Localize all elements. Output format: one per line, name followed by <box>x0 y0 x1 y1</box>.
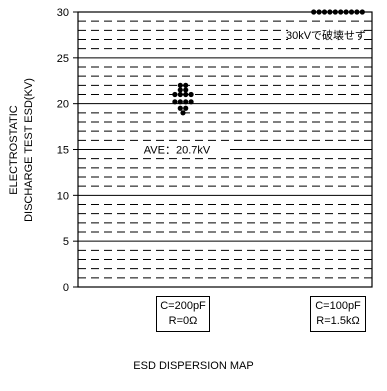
y-tick-label: 0 <box>63 282 69 294</box>
data-point <box>338 9 344 15</box>
data-point <box>343 9 349 15</box>
no-failure-label: 30kVで破壊せず <box>286 28 366 42</box>
y-axis-label: ELECTROSTATIC DISCHARGE TEST ESD(KV) <box>1 60 41 240</box>
data-point <box>354 9 360 15</box>
category-box-1: C=200pF R=0Ω <box>156 296 210 332</box>
data-point <box>177 87 183 93</box>
data-point <box>177 82 183 88</box>
data-point <box>188 91 194 98</box>
data-point <box>183 91 189 98</box>
data-point <box>183 87 189 93</box>
y-tick-label: 30 <box>57 7 69 19</box>
data-point <box>180 110 186 116</box>
data-point <box>332 9 338 15</box>
category-2-line-1: C=100pF <box>315 300 361 312</box>
data-point <box>311 9 317 15</box>
data-point <box>172 99 178 105</box>
data-point <box>177 99 183 105</box>
y-tick-label: 5 <box>63 236 69 248</box>
data-point <box>177 105 183 111</box>
y-tick-label: 15 <box>57 145 69 157</box>
y-axis-label-line-2: DISCHARGE TEST ESD(KV) <box>23 78 35 222</box>
category-1-line-2: R=0Ω <box>168 315 198 327</box>
data-point <box>359 9 365 15</box>
chart-caption: ESD DISPERSION MAP <box>133 360 254 372</box>
data-point <box>177 91 183 98</box>
no-failure-label-bg <box>288 27 364 42</box>
category-box-2: C=100pF R=1.5kΩ <box>310 296 366 332</box>
data-point <box>183 82 189 88</box>
data-point <box>321 9 328 15</box>
y-tick-label: 10 <box>57 190 69 202</box>
data-point <box>183 99 189 105</box>
data-point <box>327 9 333 15</box>
category-2-line-2: R=1.5kΩ <box>316 315 360 327</box>
y-tick-label: 20 <box>57 99 69 111</box>
data-point <box>188 99 194 105</box>
data-point <box>348 9 355 15</box>
data-point <box>316 9 322 15</box>
average-label: AVE：20.7kV <box>144 145 211 157</box>
average-label-bg <box>124 142 230 157</box>
data-point <box>172 91 178 98</box>
data-point <box>183 105 189 111</box>
category-1-line-1: C=200pF <box>160 300 206 312</box>
y-tick-label: 25 <box>57 53 69 65</box>
y-axis-label-line-1: ELECTROSTATIC <box>8 105 20 194</box>
